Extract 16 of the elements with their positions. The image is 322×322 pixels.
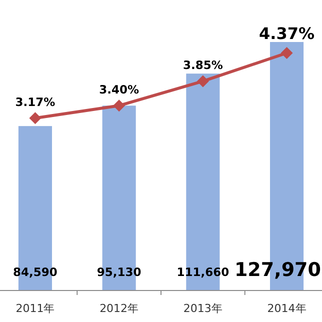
point <box>113 100 126 112</box>
x-tick-label: 2012年 <box>100 302 139 315</box>
data-label: 4.37% <box>259 24 315 43</box>
x-tick-label: 2013年 <box>183 302 222 315</box>
data-label: 95,130 <box>96 265 142 279</box>
data-label: 3.17% <box>15 95 56 110</box>
data-label: 3.40% <box>99 82 140 97</box>
point <box>196 75 209 88</box>
x-tick-label: 2011年 <box>16 302 55 315</box>
data-label: 111,660 <box>176 265 230 279</box>
point <box>29 112 42 124</box>
data-label: 84,590 <box>13 265 58 279</box>
data-label: 127,970 <box>234 259 321 281</box>
x-tick-label: 2014年 <box>267 302 306 315</box>
point <box>280 47 293 59</box>
data-label: 3.85% <box>182 58 224 72</box>
